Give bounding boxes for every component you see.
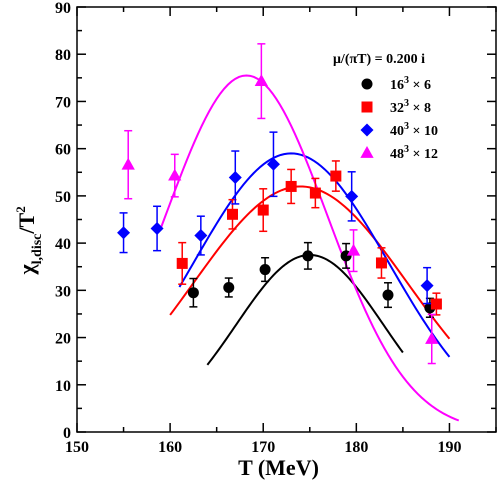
x-tick-label: 180 [344,439,368,456]
data-point-s3-p4 [425,331,439,344]
x-tick-label: 170 [251,439,275,456]
data-point-s0-p0 [187,287,199,299]
plot-layer [117,43,460,422]
y-tick-label: 70 [55,94,71,111]
data-point-s3-p2 [254,74,269,87]
data-point-s1-p4 [309,187,321,199]
data-point-s2-p6 [420,279,434,293]
data-point-s0-p2 [259,264,271,276]
data-point-s2-p3 [228,170,242,184]
fit-curve-series-1 [169,185,451,340]
y-tick-label: 30 [55,283,71,300]
data-point-s2-p0 [117,226,131,240]
y-tick-label: 0 [63,425,71,442]
legend-label-1: 323 × 8 [390,98,431,116]
legend-marker-2 [360,123,374,137]
y-tick-label: 20 [55,331,71,348]
data-point-s2-p2 [194,229,208,243]
y-tick-label: 90 [55,0,71,17]
legend-label-2: 403 × 10 [390,121,438,139]
data-point-s1-p1 [226,208,238,220]
y-axis-title: χl,disc/T2 [13,206,45,275]
x-tick-label: 150 [65,439,89,456]
data-point-s0-p5 [382,289,394,301]
data-point-s0-p1 [223,282,235,293]
y-tick-label: 60 [55,142,71,159]
data-point-s1-p7 [430,298,442,310]
legend: μ/(πT) = 0.200 i 163 × 6 323 × 8 403 × 10 48… [333,52,438,162]
legend-marker-1 [361,101,373,113]
data-point-s1-p3 [285,180,297,192]
legend-label-3: 483 × 12 [390,144,438,162]
fit-curve-series-3 [159,74,460,422]
data-point-s2-p5 [345,189,359,203]
fit-curve-series-0 [206,253,404,366]
y-tick-label: 80 [55,47,71,64]
data-point-s1-p0 [176,257,188,269]
legend-label-0: 163 × 6 [390,75,431,93]
axes-layer: 150 160 170 180 190 0 10 20 30 40 50 60 70 80 90 T (MeV… [13,0,497,480]
x-tick-label: 190 [437,439,461,456]
data-point-s3-p0 [121,157,135,170]
data-point-s1-p5 [330,170,342,182]
data-point-s3-p3 [346,243,361,256]
data-point-s1-p6 [375,257,387,269]
y-tick-label: 40 [55,236,71,253]
mu-annotation: μ/(πT) = 0.200 i [333,52,425,67]
x-tick-label: 160 [158,439,182,456]
y-tick-label: 50 [55,189,71,206]
plot-frame [76,6,497,433]
legend-marker-0 [361,78,373,90]
data-point-s1-p2 [257,204,269,216]
data-point-s0-p3 [302,250,314,262]
y-tick-label: 10 [55,378,71,395]
data-point-s2-p1 [150,221,164,235]
data-point-s2-p4 [266,157,280,171]
legend-marker-3 [360,146,374,158]
data-point-s3-p1 [168,168,182,181]
x-axis-title: T (MeV) [238,455,319,480]
fit-curve-series-2 [178,152,451,358]
